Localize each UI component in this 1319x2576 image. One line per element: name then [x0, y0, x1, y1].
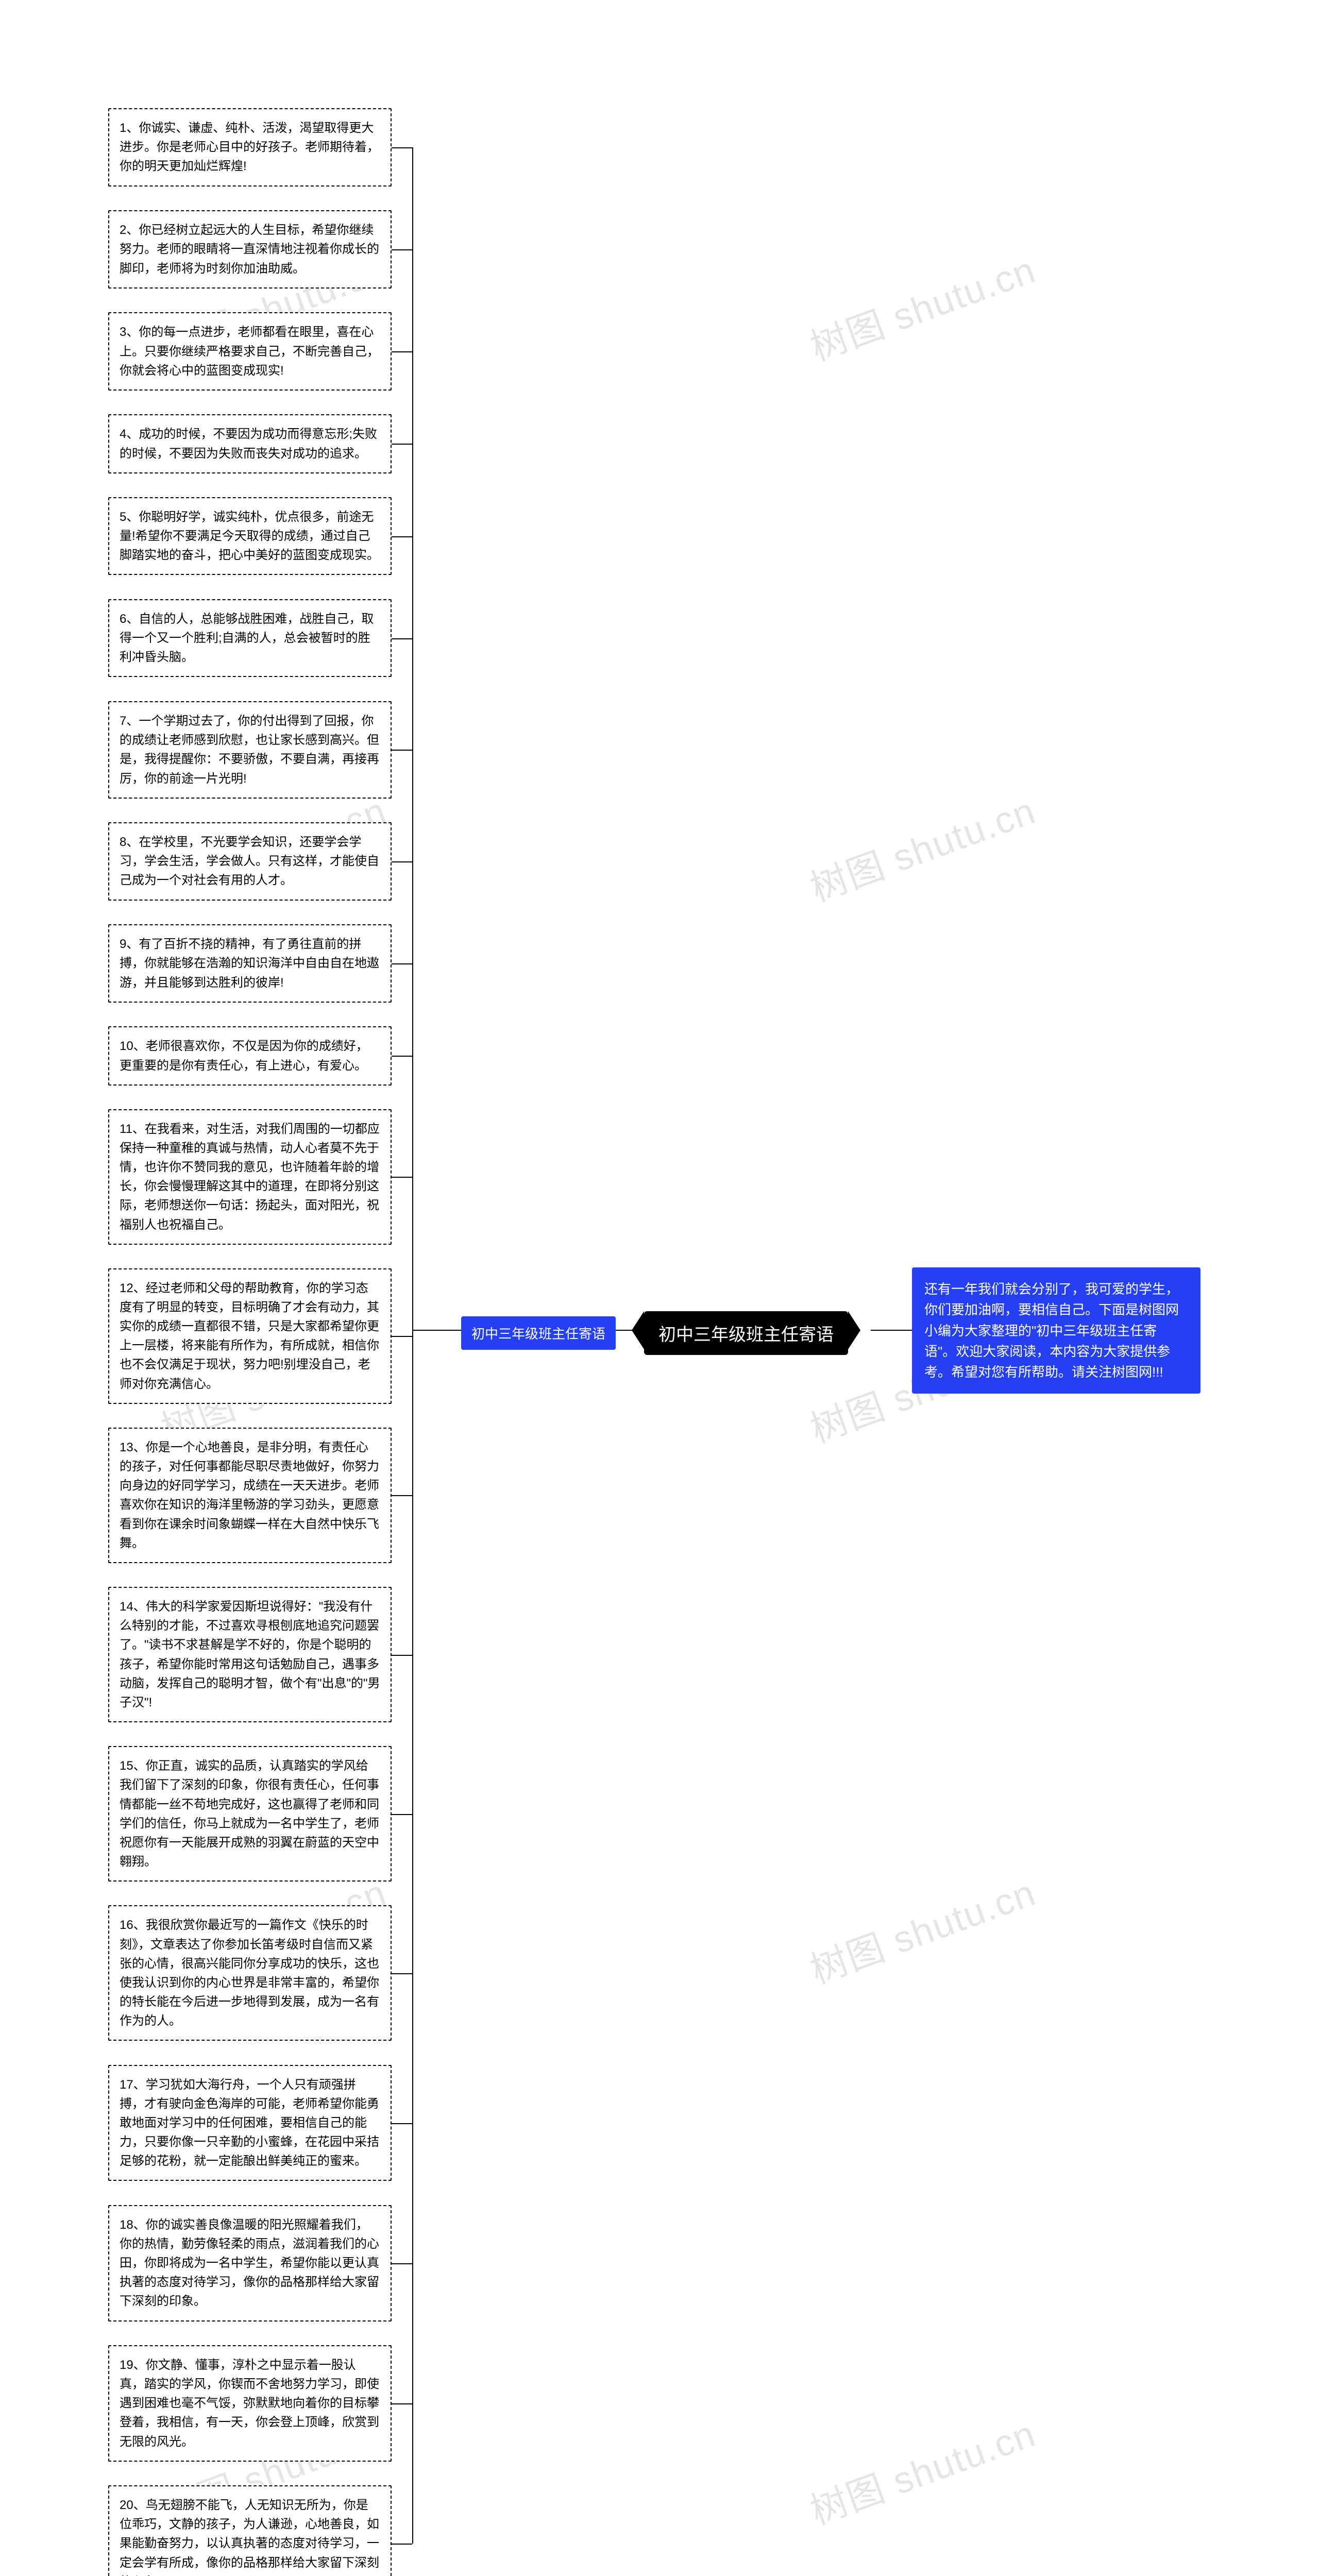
connector	[412, 1330, 461, 1331]
item-text: 5、你聪明好学，诚实纯朴，优点很多，前途无量!希望你不要满足今天取得的成绩，通过…	[120, 510, 379, 562]
item-node[interactable]: 3、你的每一点进步，老师都看在眼里，喜在心上。只要你继续严格要求自己，不断完善自…	[108, 312, 392, 391]
watermark: 树图 shutu.cn	[802, 240, 1042, 371]
connector	[871, 1330, 912, 1331]
item-node[interactable]: 18、你的诚实善良像温暖的阳光照耀着我们，你的热情，勤劳像轻柔的雨点，滋润着我们…	[108, 2205, 392, 2321]
connector-bus	[412, 147, 413, 2544]
left-label-node[interactable]: 初中三年级班主任寄语	[461, 1316, 616, 1350]
item-text: 17、学习犹如大海行舟，一个人只有顽强拼搏，才有驶向金色海岸的可能，老师希望你能…	[120, 2078, 379, 2168]
item-node[interactable]: 1、你诚实、谦虚、纯朴、活泼，渴望取得更大进步。你是老师心目中的好孩子。老师期待…	[108, 108, 392, 187]
connector	[392, 1495, 412, 1496]
item-text: 2、你已经树立起远大的人生目标，希望你继续努力。老师的眼睛将一直深情地注视着你成…	[120, 223, 379, 275]
connector	[392, 2544, 412, 2545]
item-text: 13、你是一个心地善良，是非分明，有责任心的孩子，对任何事都能尽职尽责地做好，你…	[120, 1440, 379, 1550]
connector	[392, 750, 412, 751]
right-description-node[interactable]: 还有一年我们就会分别了，我可爱的学生，你们要加油啊，要相信自己。下面是树图网小编…	[912, 1267, 1200, 1394]
center-node[interactable]: 初中三年级班主任寄语	[644, 1311, 848, 1355]
item-node[interactable]: 15、你正直，诚实的品质，认真踏实的学风给我们留下了深刻的印象，你很有责任心，任…	[108, 1746, 392, 1882]
item-node[interactable]: 11、在我看来，对生活，对我们周围的一切都应保持一种童稚的真诚与热情，动人心者莫…	[108, 1109, 392, 1245]
watermark: 树图 shutu.cn	[802, 2403, 1042, 2535]
connector	[392, 2123, 412, 2124]
item-node[interactable]: 16、我很欣赏你最近写的一篇作文《快乐的时刻》，文章表达了你参加长笛考级时自信而…	[108, 1905, 392, 2041]
connector	[392, 2403, 412, 2404]
watermark: 树图 shutu.cn	[802, 1862, 1042, 1994]
item-text: 8、在学校里，不光要学会知识，还要学会学习，学会生活，学会做人。只有这样，才能使…	[120, 835, 379, 887]
watermark: 树图 shutu.cn	[802, 781, 1042, 912]
item-node[interactable]: 7、一个学期过去了，你的付出得到了回报，你的成绩让老师感到欣慰，也让家长感到高兴…	[108, 701, 392, 799]
left-label-text: 初中三年级班主任寄语	[471, 1326, 605, 1342]
item-text: 15、你正直，诚实的品质，认真踏实的学风给我们留下了深刻的印象，你很有责任心，任…	[120, 1759, 379, 1869]
connector	[392, 351, 412, 352]
item-node[interactable]: 8、在学校里，不光要学会知识，还要学会学习，学会生活，学会做人。只有这样，才能使…	[108, 822, 392, 901]
item-text: 6、自信的人，总能够战胜困难，战胜自己，取得一个又一个胜利;自满的人，总会被暂时…	[120, 612, 374, 664]
item-text: 19、你文静、懂事，淳朴之中显示着一股认真，踏实的学风，你锲而不舍地努力学习，即…	[120, 2358, 379, 2449]
item-node[interactable]: 6、自信的人，总能够战胜困难，战胜自己，取得一个又一个胜利;自满的人，总会被暂时…	[108, 599, 392, 677]
item-text: 16、我很欣赏你最近写的一篇作文《快乐的时刻》，文章表达了你参加长笛考级时自信而…	[120, 1918, 379, 2028]
connector	[392, 249, 412, 250]
item-text: 7、一个学期过去了，你的付出得到了回报，你的成绩让老师感到欣慰，也让家长感到高兴…	[120, 714, 379, 786]
connector	[392, 1973, 412, 1974]
connector	[392, 147, 412, 148]
item-text: 14、伟大的科学家爱因斯坦说得好："我没有什么特别的才能，不过喜欢寻根刨底地追究…	[120, 1600, 380, 1709]
item-text: 4、成功的时候，不要因为成功而得意忘形;失败的时候，不要因为失败而丧失对成功的追…	[120, 427, 377, 460]
connector	[392, 444, 412, 445]
item-text: 18、你的诚实善良像温暖的阳光照耀着我们，你的热情，勤劳像轻柔的雨点，滋润着我们…	[120, 2218, 379, 2309]
connector	[392, 536, 412, 537]
item-node[interactable]: 20、鸟无翅膀不能飞，人无知识无所为，你是位乖巧，文静的孩子，为人谦逊，心地善良…	[108, 2485, 392, 2576]
connector	[392, 861, 412, 862]
item-node[interactable]: 19、你文静、懂事，淳朴之中显示着一股认真，踏实的学风，你锲而不舍地努力学习，即…	[108, 2345, 392, 2462]
item-text: 1、你诚实、谦虚、纯朴、活泼，渴望取得更大进步。你是老师心目中的好孩子。老师期待…	[120, 121, 379, 173]
item-node[interactable]: 9、有了百折不挠的精神，有了勇往直前的拼搏，你就能够在浩瀚的知识海洋中自由自在地…	[108, 924, 392, 1003]
right-description-text: 还有一年我们就会分别了，我可爱的学生，你们要加油啊，要相信自己。下面是树图网小编…	[924, 1281, 1179, 1380]
item-node[interactable]: 4、成功的时候，不要因为成功而得意忘形;失败的时候，不要因为失败而丧失对成功的追…	[108, 414, 392, 473]
connector	[392, 2263, 412, 2264]
mindmap-canvas: 树图 shutu.cn 树图 shutu.cn 树图 shutu.cn 树图 s…	[0, 0, 1319, 2576]
connector	[392, 1056, 412, 1057]
item-text: 9、有了百折不挠的精神，有了勇往直前的拼搏，你就能够在浩瀚的知识海洋中自由自在地…	[120, 937, 379, 989]
connector	[392, 638, 412, 639]
item-text: 11、在我看来，对生活，对我们周围的一切都应保持一种童稚的真诚与热情，动人心者莫…	[120, 1122, 380, 1232]
item-node[interactable]: 17、学习犹如大海行舟，一个人只有顽强拼搏，才有驶向金色海岸的可能，老师希望你能…	[108, 2065, 392, 2181]
connector	[392, 1814, 412, 1815]
center-node-label: 初中三年级班主任寄语	[658, 1325, 834, 1345]
item-node[interactable]: 13、你是一个心地善良，是非分明，有责任心的孩子，对任何事都能尽职尽责地做好，你…	[108, 1428, 392, 1563]
item-text: 10、老师很喜欢你，不仅是因为你的成绩好，更重要的是你有责任心，有上进心，有爱心…	[120, 1039, 368, 1072]
connector	[392, 1655, 412, 1656]
connector	[392, 963, 412, 964]
connector	[392, 1336, 412, 1337]
item-text: 20、鸟无翅膀不能飞，人无知识无所为，你是位乖巧，文静的孩子，为人谦逊，心地善良…	[120, 2498, 379, 2576]
item-node[interactable]: 12、经过老师和父母的帮助教育，你的学习态度有了明显的转变，目标明确了才会有动力…	[108, 1268, 392, 1404]
item-node[interactable]: 2、你已经树立起远大的人生目标，希望你继续努力。老师的眼睛将一直深情地注视着你成…	[108, 210, 392, 289]
connector	[392, 1177, 412, 1178]
item-text: 3、你的每一点进步，老师都看在眼里，喜在心上。只要你继续严格要求自己，不断完善自…	[120, 325, 379, 377]
item-text: 12、经过老师和父母的帮助教育，你的学习态度有了明显的转变，目标明确了才会有动力…	[120, 1281, 379, 1391]
item-node[interactable]: 14、伟大的科学家爱因斯坦说得好："我没有什么特别的才能，不过喜欢寻根刨底地追究…	[108, 1587, 392, 1722]
item-node[interactable]: 10、老师很喜欢你，不仅是因为你的成绩好，更重要的是你有责任心，有上进心，有爱心…	[108, 1026, 392, 1085]
item-node[interactable]: 5、你聪明好学，诚实纯朴，优点很多，前途无量!希望你不要满足今天取得的成绩，通过…	[108, 497, 392, 575]
